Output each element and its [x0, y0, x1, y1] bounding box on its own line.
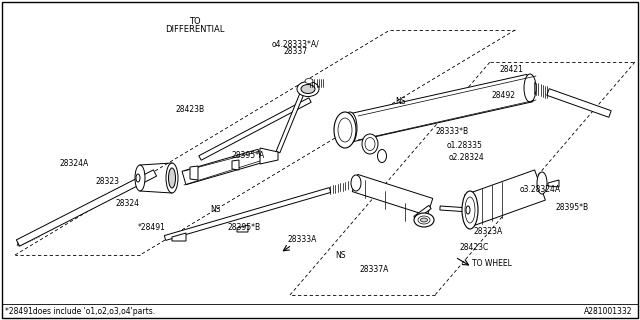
Polygon shape: [547, 89, 611, 117]
Polygon shape: [190, 166, 198, 180]
Polygon shape: [17, 170, 157, 246]
Ellipse shape: [466, 206, 470, 214]
Text: 28395*B: 28395*B: [228, 223, 261, 233]
Text: 28324: 28324: [115, 198, 139, 207]
Ellipse shape: [136, 174, 140, 182]
Text: NS: NS: [335, 251, 346, 260]
Ellipse shape: [414, 213, 434, 227]
Text: 28323A: 28323A: [473, 228, 502, 236]
Ellipse shape: [365, 138, 375, 150]
Ellipse shape: [305, 78, 313, 84]
Polygon shape: [414, 205, 431, 220]
Polygon shape: [465, 170, 545, 225]
Ellipse shape: [334, 112, 356, 148]
Text: A281001332: A281001332: [584, 307, 632, 316]
Polygon shape: [276, 90, 305, 153]
Text: 28324A: 28324A: [60, 159, 89, 169]
Polygon shape: [440, 206, 470, 212]
Ellipse shape: [338, 118, 352, 142]
Text: 28323: 28323: [95, 178, 119, 187]
Text: 28333A: 28333A: [288, 236, 317, 244]
Polygon shape: [260, 148, 278, 164]
Ellipse shape: [168, 168, 175, 188]
Text: NS: NS: [395, 97, 406, 106]
Text: o2.28324: o2.28324: [449, 154, 484, 163]
Text: 28333*B: 28333*B: [435, 126, 468, 135]
Ellipse shape: [465, 197, 475, 223]
Text: 28337A: 28337A: [360, 266, 389, 275]
Ellipse shape: [418, 216, 430, 224]
Polygon shape: [347, 74, 533, 142]
Text: DIFFERENTIAL: DIFFERENTIAL: [165, 26, 225, 35]
Text: o4.28333*A/: o4.28333*A/: [272, 39, 320, 49]
Polygon shape: [164, 188, 331, 240]
Polygon shape: [182, 149, 262, 185]
Ellipse shape: [297, 82, 319, 97]
Text: *28491does include 'o1,o2,o3,o4'parts.: *28491does include 'o1,o2,o3,o4'parts.: [5, 307, 155, 316]
Ellipse shape: [301, 84, 315, 93]
Polygon shape: [237, 225, 248, 232]
Text: 28423B: 28423B: [175, 106, 204, 115]
Text: NS: NS: [210, 205, 221, 214]
Ellipse shape: [343, 112, 357, 144]
Text: 28395*A: 28395*A: [232, 150, 265, 159]
Ellipse shape: [378, 149, 387, 163]
Polygon shape: [352, 174, 433, 216]
Ellipse shape: [166, 163, 178, 193]
Text: *28491: *28491: [138, 223, 166, 233]
Text: 28395*B: 28395*B: [556, 203, 589, 212]
Text: TO: TO: [189, 18, 201, 27]
Text: TO WHEEL: TO WHEEL: [472, 260, 512, 268]
Polygon shape: [232, 160, 239, 170]
Ellipse shape: [362, 134, 378, 154]
Ellipse shape: [420, 218, 428, 222]
Polygon shape: [172, 233, 186, 241]
Ellipse shape: [537, 172, 547, 194]
Ellipse shape: [135, 165, 145, 191]
Ellipse shape: [351, 175, 361, 191]
Ellipse shape: [524, 74, 536, 102]
Text: o1.28335: o1.28335: [447, 140, 483, 149]
Text: o3.28324A: o3.28324A: [520, 186, 561, 195]
Polygon shape: [199, 98, 311, 160]
Text: 28421: 28421: [500, 66, 524, 75]
Ellipse shape: [462, 191, 478, 229]
Text: 28423C: 28423C: [460, 244, 489, 252]
Polygon shape: [548, 180, 559, 187]
Text: 28492: 28492: [492, 92, 516, 100]
Text: 28337: 28337: [284, 47, 308, 57]
